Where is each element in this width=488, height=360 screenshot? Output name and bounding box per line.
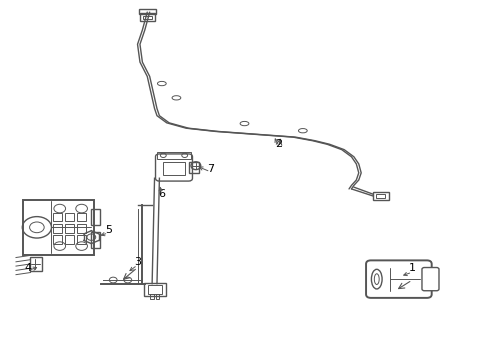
Bar	[30, 257, 41, 271]
Bar	[157, 152, 191, 158]
Bar	[53, 224, 62, 233]
Bar	[155, 294, 159, 298]
Text: 6: 6	[158, 189, 165, 199]
FancyBboxPatch shape	[366, 260, 431, 298]
Bar	[65, 224, 74, 233]
Bar	[143, 283, 166, 296]
Bar	[140, 13, 154, 21]
Text: 2: 2	[274, 139, 282, 149]
Bar	[188, 162, 199, 173]
Bar	[142, 16, 151, 18]
Bar	[138, 9, 155, 14]
Bar	[91, 208, 100, 225]
Text: 7: 7	[206, 164, 214, 174]
Bar	[372, 192, 388, 200]
Text: 3: 3	[134, 257, 141, 267]
Bar	[65, 212, 74, 221]
Bar	[23, 200, 94, 255]
Bar	[375, 194, 384, 198]
Bar	[53, 235, 62, 244]
Bar	[65, 235, 74, 244]
Bar	[163, 162, 184, 175]
Bar	[91, 232, 100, 248]
Bar	[77, 235, 85, 244]
FancyBboxPatch shape	[421, 267, 438, 291]
Text: 4: 4	[24, 262, 32, 273]
Bar	[77, 212, 85, 221]
Text: 5: 5	[104, 225, 112, 235]
Bar	[77, 224, 85, 233]
Bar	[147, 285, 162, 294]
Bar	[149, 294, 153, 298]
Bar	[53, 212, 62, 221]
Text: 1: 1	[408, 262, 415, 273]
FancyBboxPatch shape	[155, 154, 192, 181]
